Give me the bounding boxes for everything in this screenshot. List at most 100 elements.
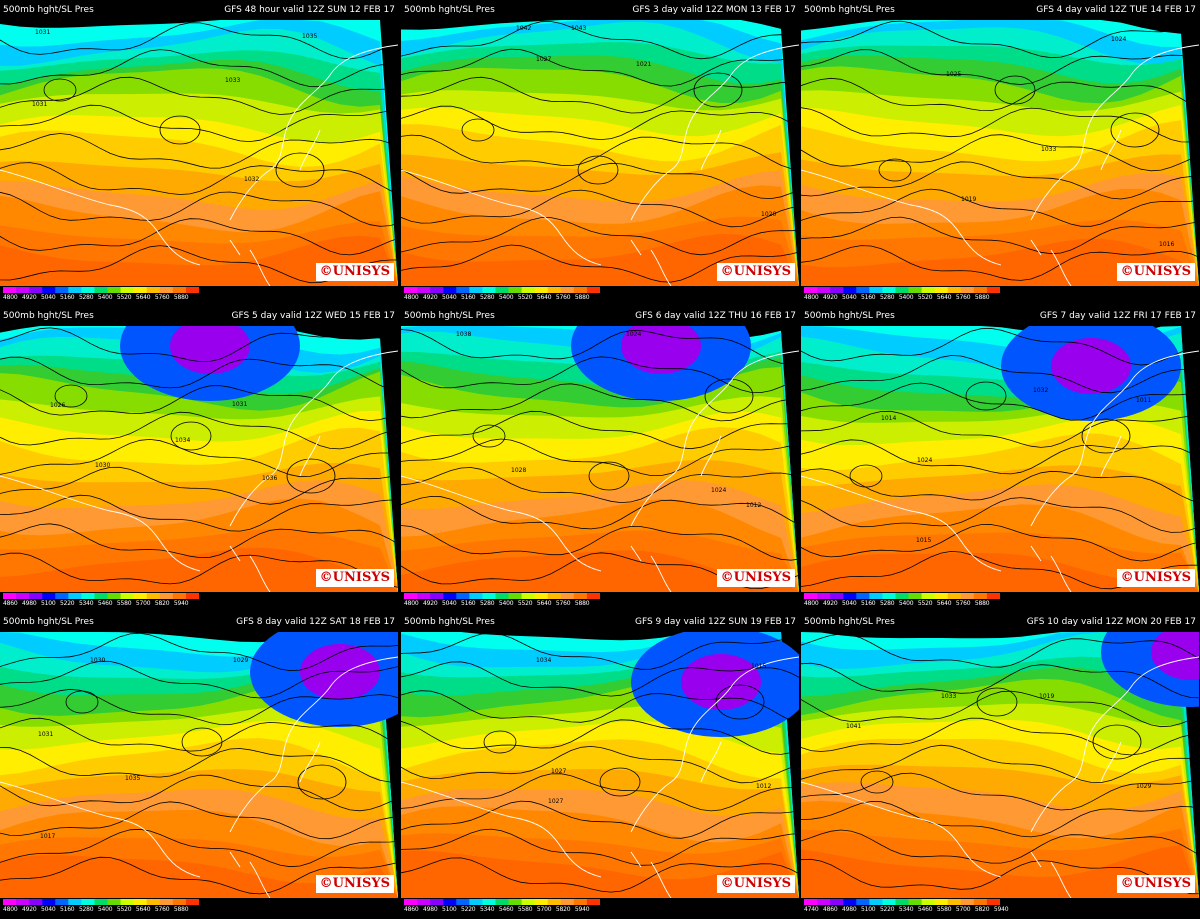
colorbar-swatch <box>159 899 174 905</box>
colorbar-swatch <box>495 899 510 905</box>
isobar-contour <box>801 662 1199 699</box>
pressure-label: 1036 <box>262 475 277 482</box>
colorbar-tick-label: 4800 <box>404 294 419 301</box>
isobar-contour <box>801 468 1199 503</box>
unisys-logo: ©UNISYS <box>716 263 795 281</box>
colorbar <box>404 593 600 599</box>
isobar-contour <box>801 355 1199 394</box>
colorbar-swatch <box>817 593 831 599</box>
pressure-label: 1029 <box>1136 783 1151 790</box>
panel-title-right: GFS 7 day valid 12Z FRI 17 FEB 17 <box>1039 311 1196 321</box>
pressure-label: 1034 <box>536 657 551 664</box>
colorbar-tick-label: 4920 <box>822 294 838 301</box>
colorbar-swatch <box>430 593 444 599</box>
pressure-label: 1019 <box>1039 693 1054 700</box>
unisys-logo: ©UNISYS <box>716 875 795 893</box>
colorbar-swatch <box>456 287 470 293</box>
colorbar-swatch <box>843 287 857 293</box>
panel-title-left: 500mb hght/SL Pres <box>804 617 895 627</box>
colorbar-swatch <box>417 899 431 905</box>
colorbar-swatch <box>547 593 562 599</box>
colorbar-tick-label: 5520 <box>517 294 533 301</box>
colorbar-swatch <box>521 593 536 599</box>
pressure-label: 1016 <box>1159 241 1174 248</box>
colorbar-tick-label: 5760 <box>154 906 170 913</box>
isobar-contour <box>0 801 398 840</box>
colorbar-swatch <box>456 593 470 599</box>
pressure-label: 1015 <box>916 537 931 544</box>
isobar-contour <box>801 410 1199 448</box>
colorbar-tick-label: 5880 <box>574 294 590 301</box>
height-band <box>401 850 799 898</box>
isobar-contour <box>401 329 799 365</box>
colorbar-swatch <box>94 287 109 293</box>
colorbar-swatch <box>404 287 418 293</box>
pressure-label: 1042 <box>516 25 531 32</box>
pressure-label: 1033 <box>225 77 240 84</box>
pressure-label: 1028 <box>511 467 526 474</box>
colorbar-swatch <box>29 593 43 599</box>
colorbar-ticks: 4800 4920 5040 5160 5280 5400 5520 5640 5760 5880 <box>404 293 704 303</box>
forecast-panel: 500mb hght/SL Pres GFS 8 day valid 12Z SA… <box>0 612 398 916</box>
isobar-contour <box>801 327 1199 366</box>
pressure-center-contour <box>297 764 347 800</box>
pressure-label: 1031 <box>38 731 53 738</box>
colorbar-swatch <box>430 899 444 905</box>
colorbar-tick-label: 5160 <box>59 906 75 913</box>
coastline <box>0 350 398 592</box>
colorbar-swatch <box>482 899 496 905</box>
colorbar-tick-label: 5340 <box>479 906 495 913</box>
colorbar-swatch <box>586 287 600 293</box>
colorbar-tick-label: 4980 <box>422 906 438 913</box>
isobar-contour <box>801 107 1199 143</box>
pressure-label: 1017 <box>40 833 55 840</box>
colorbar-swatch <box>81 899 95 905</box>
height-map: 1041 1033 1029 1019 <box>801 632 1199 898</box>
isobar-contour <box>801 134 1199 172</box>
colorbar-swatch <box>830 899 844 905</box>
isobar-contour <box>401 661 799 697</box>
colorbar-swatch <box>895 593 910 599</box>
trough-core <box>681 654 761 710</box>
colorbar-tick-label: 5280 <box>479 294 495 301</box>
pressure-label: 1027 <box>548 798 563 805</box>
colorbar-swatch <box>185 899 199 905</box>
colorbar-tick-label: 5100 <box>441 906 457 913</box>
panel-header: 500mb hght/SL Pres GFS 3 day valid 12Z MO… <box>401 0 799 20</box>
isobar-contour <box>801 497 1199 533</box>
colorbar-tick-label: 5280 <box>879 600 895 607</box>
pressure-label: 1031 <box>35 29 50 36</box>
colorbar <box>3 899 199 905</box>
colorbar <box>3 593 199 599</box>
colorbar-swatch <box>417 287 431 293</box>
colorbar-swatch <box>908 593 923 599</box>
isobar-contour <box>401 719 799 755</box>
colorbar-swatch <box>573 287 588 293</box>
colorbar-tick-label: 5400 <box>97 906 113 913</box>
colorbar-swatch <box>508 593 523 599</box>
colorbar-swatch <box>534 593 549 599</box>
colorbar-tick-label: 5220 <box>460 906 476 913</box>
colorbar-swatch <box>185 593 199 599</box>
colorbar-swatch <box>443 593 457 599</box>
pressure-center-contour <box>693 72 743 108</box>
isobar-contour <box>801 633 1199 668</box>
pressure-center-contour <box>860 770 894 794</box>
colorbar-tick-label: 5880 <box>974 600 990 607</box>
pressure-label: 1030 <box>90 657 105 664</box>
unisys-logo: ©UNISYS <box>315 569 394 587</box>
colorbar-swatch <box>547 899 562 905</box>
colorbar-tick-label: 5580 <box>517 906 533 913</box>
coastline <box>801 350 1199 592</box>
coastline <box>0 44 398 286</box>
colorbar <box>404 899 600 905</box>
colorbar-swatch <box>107 899 122 905</box>
panel-title-left: 500mb hght/SL Pres <box>404 311 495 321</box>
pressure-center-contour <box>181 727 223 757</box>
colorbar-swatch <box>443 287 457 293</box>
pressure-label: 1021 <box>636 61 651 68</box>
colorbar-tick-label: 5760 <box>555 294 571 301</box>
height-map: 1042 1043 1027 1021 1020 <box>401 20 799 286</box>
pressure-center-contour <box>715 684 765 720</box>
